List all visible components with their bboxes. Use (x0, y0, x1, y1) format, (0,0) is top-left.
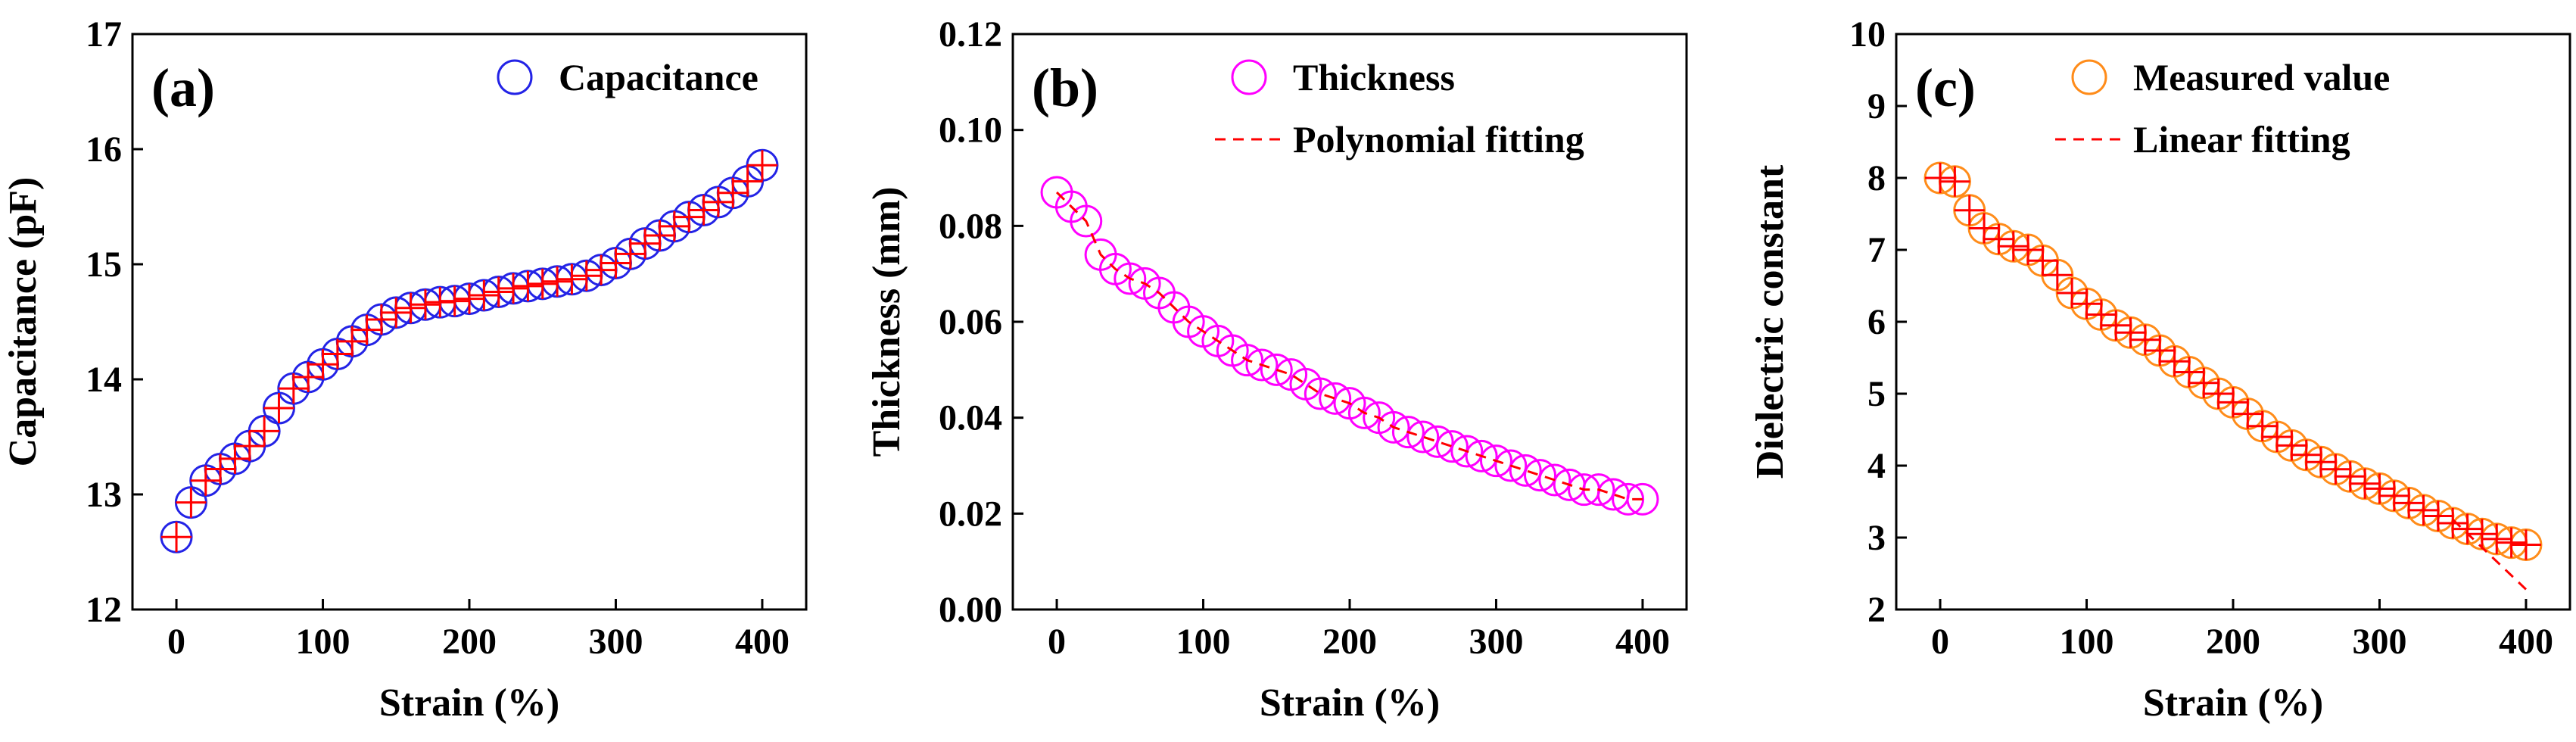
x-tick-label: 200 (2206, 622, 2260, 662)
y-tick-label: 0.08 (939, 206, 1002, 246)
data-point-circle (1626, 482, 1659, 516)
x-tick-label: 0 (1048, 622, 1066, 662)
x-tick-label: 400 (2499, 622, 2553, 662)
legend-label: Measured value (2133, 56, 2390, 98)
x-tick-label: 200 (442, 622, 497, 662)
y-tick-label: 6 (1867, 302, 1886, 342)
panel-b: 0 100 200 300 400 0.00 0.02 0.04 0.06 0.08 0.10 0.1… (865, 14, 1688, 725)
y-tick-label: 17 (86, 14, 122, 55)
y-tick-label: 0.10 (939, 111, 1002, 151)
y-tick-label: 8 (1867, 158, 1886, 198)
x-tick-label: 200 (1322, 622, 1377, 662)
y-tick-label: 0.00 (939, 590, 1002, 630)
x-tick-label: 0 (167, 622, 185, 662)
y-tick-label: 7 (1867, 230, 1886, 270)
panel-tag: (a) (151, 58, 215, 118)
data-point-circle (1114, 262, 1147, 295)
y-tick-label: 9 (1867, 86, 1886, 126)
data-point-circle (1406, 420, 1440, 454)
x-tick-label: 300 (2352, 622, 2406, 662)
fit-line (1055, 191, 1643, 500)
data-point-circle (1612, 482, 1645, 516)
x-tick-label: 400 (735, 622, 790, 662)
legend-swatch-circle (497, 59, 533, 95)
y-tick-label: 14 (86, 360, 122, 400)
panel-a: 0 100 200 300 400 12 13 14 15 16 17 Strain (%) Capac… (2, 14, 808, 725)
data-point-circle (1304, 377, 1337, 410)
y-tick-label: 16 (86, 129, 122, 170)
data-point-circle (1245, 348, 1279, 382)
data-point-circle (1347, 396, 1381, 429)
y-tick-label: 0.04 (939, 398, 1002, 438)
data-point-circle (1509, 454, 1542, 487)
y-tick-label: 5 (1867, 374, 1886, 414)
data-point-circle (1538, 463, 1571, 497)
data-point-circle (1465, 439, 1498, 472)
data-point-circle (1231, 344, 1264, 377)
x-tick-label: 100 (1176, 622, 1231, 662)
data-point-circle (1421, 425, 1454, 458)
legend-swatch-circle (1231, 59, 1267, 95)
panel-tag: (c) (1915, 58, 1976, 118)
y-tick-label: 2 (1867, 590, 1886, 630)
y-tick-label: 12 (86, 590, 122, 630)
x-tick-label: 300 (588, 622, 643, 662)
data-point-circle (1070, 204, 1103, 238)
panel-tag: (b) (1032, 58, 1098, 118)
x-tick-label: 400 (1615, 622, 1670, 662)
y-tick-label: 15 (86, 245, 122, 285)
x-tick-label: 100 (2060, 622, 2114, 662)
legend-label: Polynomial fitting (1293, 118, 1584, 161)
x-tick-label: 100 (296, 622, 350, 662)
y-axis-label: Thickness (mm) (865, 187, 908, 457)
data-point-circle (1391, 416, 1425, 449)
y-tick-label: 0.12 (939, 14, 1002, 55)
legend-label: Thickness (1293, 56, 1455, 98)
y-tick-label: 3 (1867, 518, 1886, 558)
data-point-circle (1479, 444, 1512, 478)
y-tick-label: 13 (86, 475, 122, 515)
x-axis-label: Strain (%) (2143, 681, 2323, 725)
x-tick-label: 0 (1931, 622, 1949, 662)
plot-frame (131, 33, 808, 611)
y-tick-label: 10 (1849, 14, 1886, 55)
y-tick-label: 0.06 (939, 302, 1002, 342)
data-point-circle (1435, 430, 1469, 463)
y-tick-label: 0.02 (939, 494, 1002, 534)
data-point-circle (1494, 449, 1528, 482)
panel-c: 0 100 200 300 400 2 3 4 5 6 7 8 9 10 Strain (%) Dielect… (1749, 14, 2571, 725)
y-axis-label: Dielectric constant (1749, 164, 1792, 479)
y-axis-label: Capacitance (pF) (2, 177, 45, 467)
legend-label: Linear fitting (2133, 118, 2350, 161)
data-point-circle (1319, 382, 1352, 415)
legend-label: Capacitance (559, 56, 758, 98)
y-tick-label: 4 (1867, 446, 1886, 486)
x-tick-label: 300 (1469, 622, 1523, 662)
x-axis-label: Strain (%) (1260, 681, 1440, 725)
data-point-circle (1260, 353, 1293, 386)
data-point-circle (1377, 410, 1410, 444)
legend-swatch-circle (2071, 59, 2107, 95)
data-point-circle (1524, 459, 1557, 492)
x-axis-label: Strain (%) (379, 681, 559, 725)
data-point-circle (1450, 435, 1484, 468)
